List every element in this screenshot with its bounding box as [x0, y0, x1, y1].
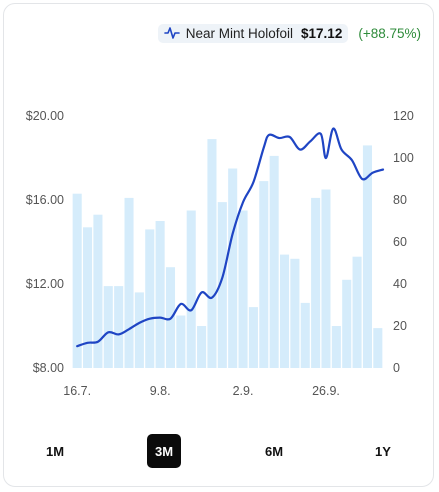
x-tick-label: 9.8. — [150, 384, 171, 398]
volume-bar — [83, 227, 93, 368]
volume-bar — [93, 214, 103, 368]
legend-series-name: Near Mint Holofoil — [185, 25, 294, 41]
volume-bar — [72, 193, 82, 368]
volume-bar — [331, 326, 341, 368]
volume-bar — [373, 328, 383, 368]
y-left-tick-label: $16.00 — [26, 193, 64, 207]
volume-bar — [176, 315, 186, 368]
y-right-tick-label: 80 — [393, 193, 407, 207]
volume-bar — [155, 221, 165, 368]
volume-bar — [352, 256, 362, 368]
volume-bar — [342, 279, 352, 368]
chart-legend: Near Mint Holofoil $17.12 (+88.75%) — [157, 22, 421, 44]
volume-bar — [217, 202, 227, 368]
range-button-1m[interactable]: 1M — [45, 443, 65, 459]
y-left-tick-label: $12.00 — [26, 277, 64, 291]
range-button-1y[interactable]: 1Y — [375, 443, 391, 459]
y-right-tick-label: 0 — [393, 361, 400, 375]
volume-bar — [362, 145, 372, 368]
y-right-tick-label: 60 — [393, 235, 407, 249]
x-tick-label: 16.7. — [63, 384, 91, 398]
y-right-tick-label: 120 — [393, 109, 414, 123]
legend-series-pill[interactable]: Near Mint Holofoil $17.12 — [157, 23, 349, 43]
price-line — [76, 127, 385, 348]
y-left-tick-label: $20.00 — [26, 109, 64, 123]
price-volume-chart: $20.00 $16.00 $12.00 $8.00 120 100 80 60 40 20 0 16… — [26, 109, 414, 398]
legend-change-percent: (+88.75%) — [358, 25, 421, 41]
x-tick-label: 26.9. — [312, 384, 340, 398]
volume-bar — [145, 229, 155, 368]
volume-bar — [269, 155, 279, 368]
volume-bar — [134, 292, 144, 368]
y-right-tick-label: 20 — [393, 319, 407, 333]
volume-bar — [197, 326, 207, 368]
line-chart-icon — [163, 27, 180, 39]
volume-bar — [321, 189, 331, 368]
time-range-selector: 1M 3M 6M 1Y — [0, 434, 439, 470]
volume-bar — [186, 210, 196, 368]
y-left-tick-label: $8.00 — [33, 361, 64, 375]
volume-bar — [300, 302, 310, 368]
volume-bar — [290, 258, 300, 368]
volume-bar — [103, 286, 113, 368]
volume-bar — [238, 210, 248, 368]
range-button-3m[interactable]: 3M — [147, 434, 181, 468]
legend-price: $17.12 — [301, 25, 343, 41]
volume-bar — [248, 307, 258, 368]
volume-bar — [311, 197, 321, 368]
volume-bar — [279, 254, 290, 368]
volume-bar — [228, 168, 238, 368]
range-button-6m[interactable]: 6M — [264, 443, 284, 459]
y-right-tick-label: 40 — [393, 277, 407, 291]
volume-bar — [259, 181, 269, 368]
y-right-tick-label: 100 — [393, 151, 414, 165]
volume-bar — [124, 197, 134, 368]
x-tick-label: 2.9. — [233, 384, 254, 398]
volume-bar — [207, 139, 217, 368]
volume-bar — [114, 286, 124, 368]
